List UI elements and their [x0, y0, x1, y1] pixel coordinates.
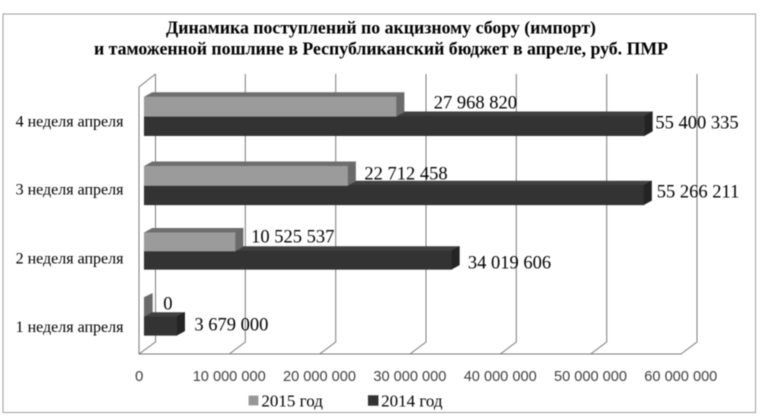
svg-text:1 неделя апреля: 1 неделя апреля — [16, 319, 125, 336]
svg-text:3 неделя апреля: 3 неделя апреля — [16, 182, 125, 199]
svg-text:4 неделя апреля: 4 неделя апреля — [16, 114, 125, 131]
svg-text:2 неделя апреля: 2 неделя апреля — [16, 250, 125, 267]
svg-text:2014 год: 2014 год — [381, 391, 443, 410]
svg-text:30 000 000: 30 000 000 — [373, 368, 446, 385]
svg-text:20 000 000: 20 000 000 — [283, 368, 356, 385]
svg-text:0: 0 — [135, 368, 143, 385]
svg-text:55 400 335: 55 400 335 — [655, 114, 738, 134]
svg-text:10 000 000: 10 000 000 — [193, 368, 266, 385]
svg-text:и таможенной пошлине в Республ: и таможенной пошлине в Республиканский б… — [94, 38, 668, 58]
svg-text:0: 0 — [163, 294, 172, 314]
svg-text:2015 год: 2015 год — [261, 391, 323, 410]
svg-text:22 712 458: 22 712 458 — [364, 164, 447, 184]
svg-text:40 000 000: 40 000 000 — [464, 368, 537, 385]
svg-text:27 968 820: 27 968 820 — [434, 93, 517, 113]
svg-text:10 525 537: 10 525 537 — [251, 227, 334, 247]
svg-text:Динамика поступлений по акцизн: Динамика поступлений по акцизному сбору … — [166, 18, 596, 39]
svg-text:55 266 211: 55 266 211 — [657, 182, 740, 202]
svg-text:3 679 000: 3 679 000 — [194, 315, 268, 335]
svg-text:34 019 606: 34 019 606 — [468, 253, 551, 273]
svg-text:60 000 000: 60 000 000 — [644, 368, 717, 385]
svg-text:50 000 000: 50 000 000 — [554, 368, 627, 385]
